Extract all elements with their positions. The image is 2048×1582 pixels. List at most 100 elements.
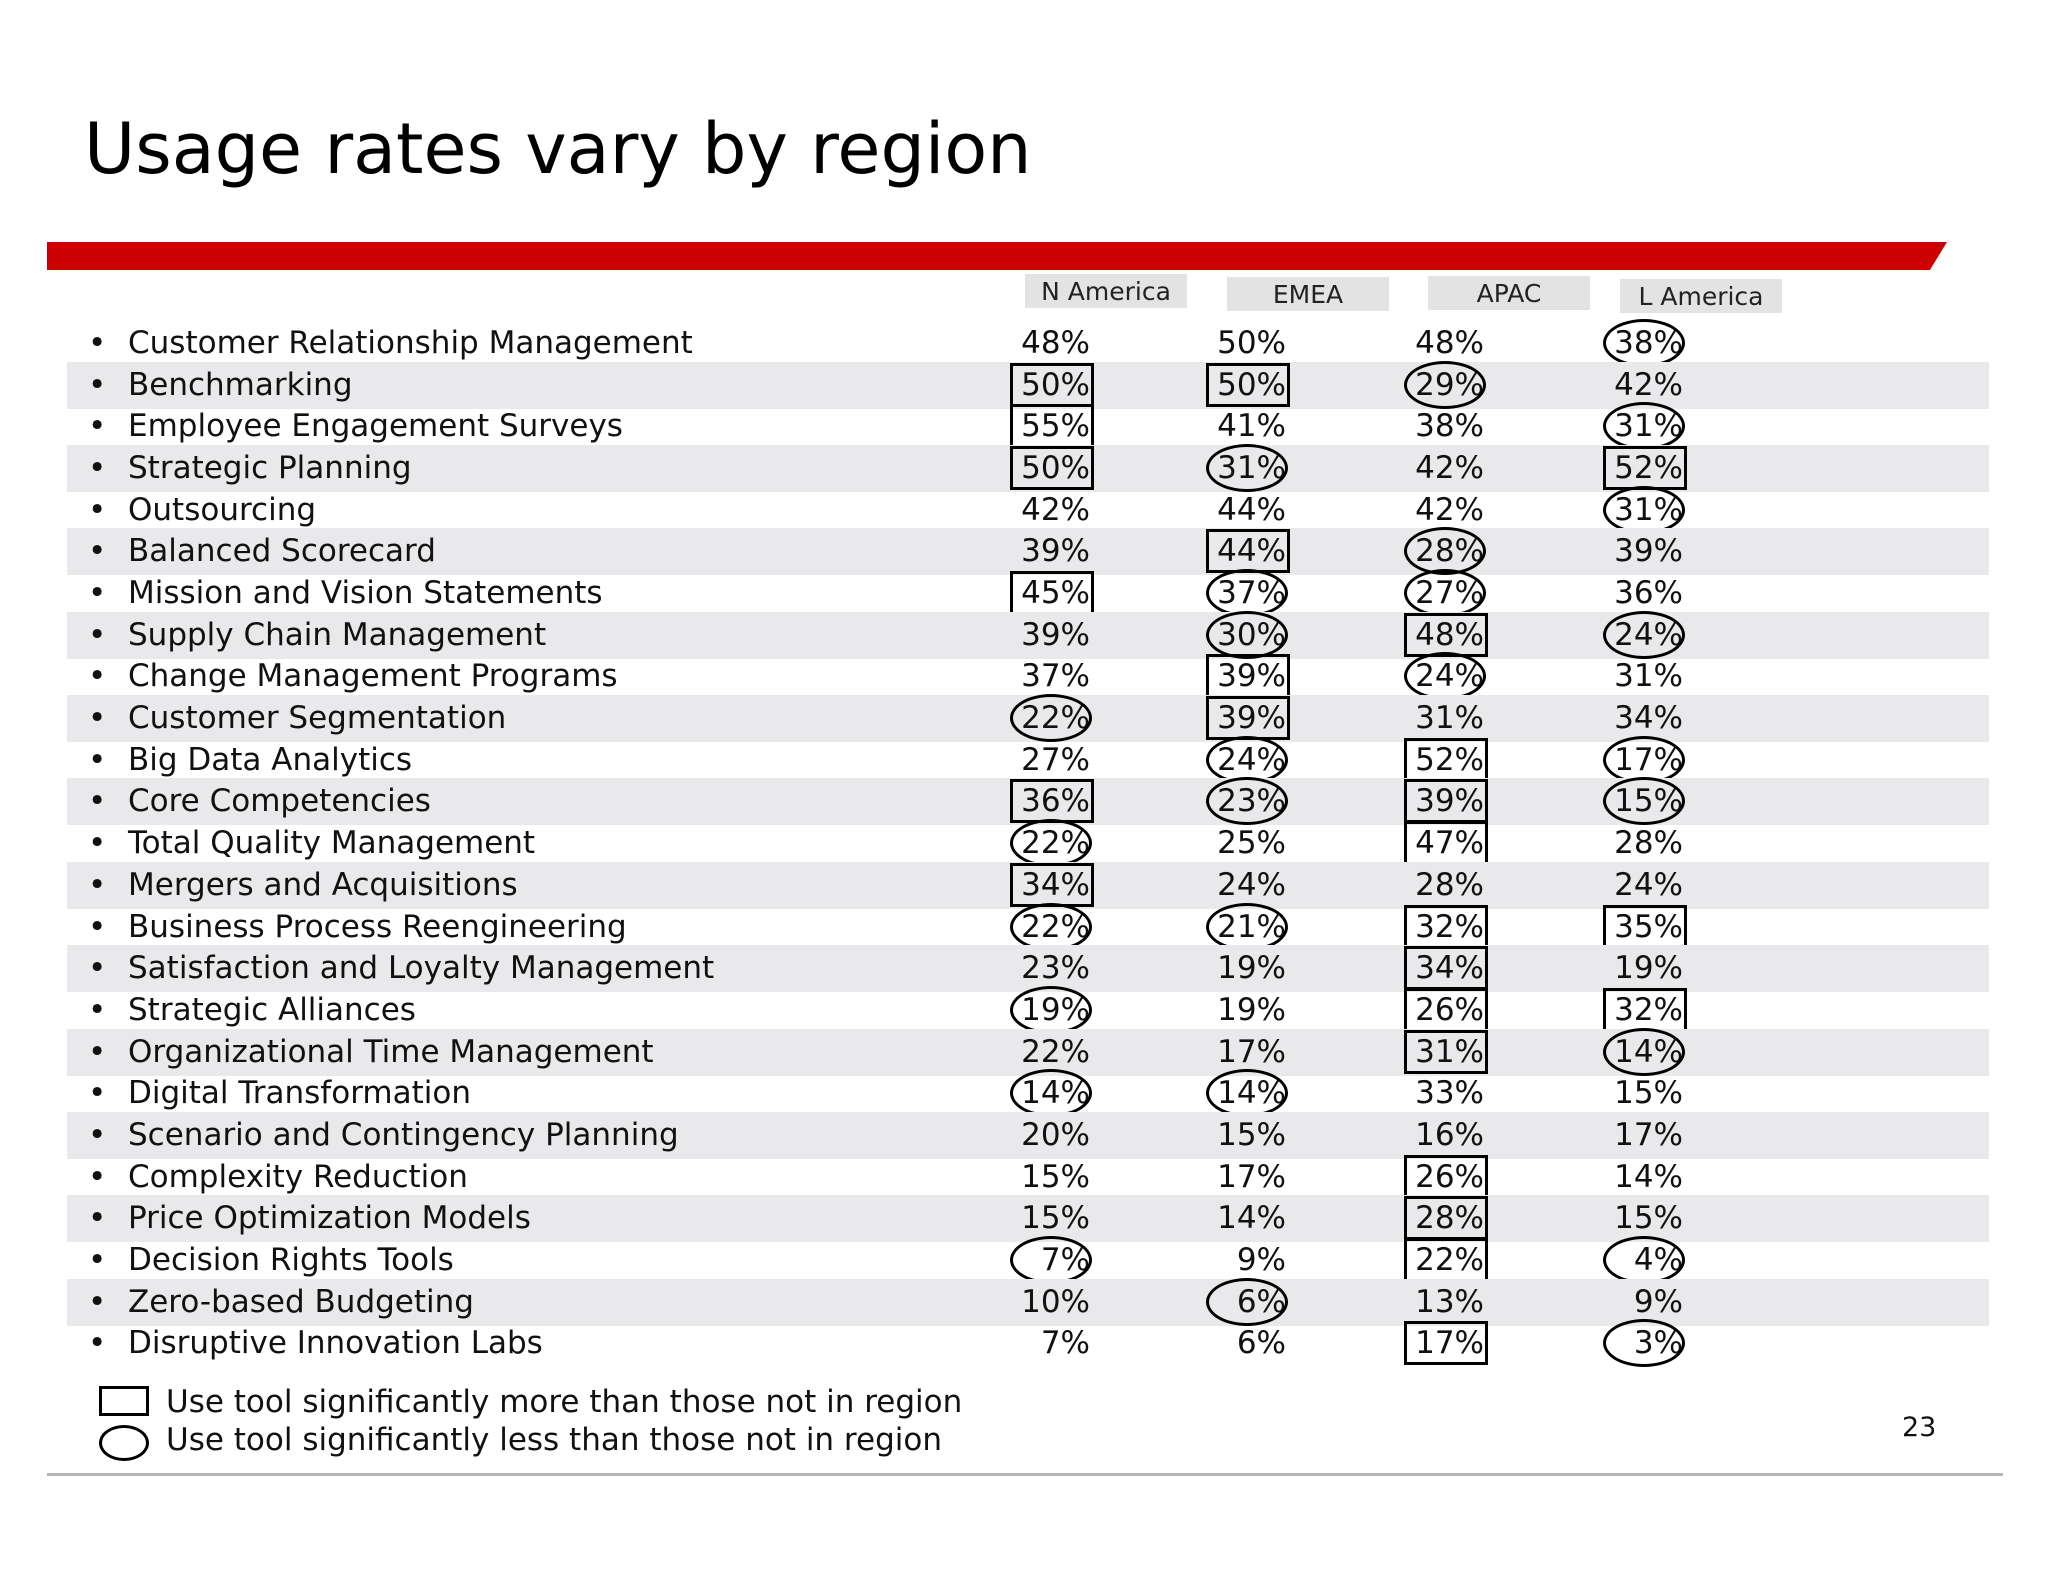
table-row-label: • Outsourcing [88,489,316,531]
table-cell: 17% [1217,1034,1286,1070]
table-cell: 31% [1415,700,1484,736]
bullet-icon: • [88,575,107,611]
bullet-icon: • [88,1200,107,1236]
bottom-divider [47,1473,2003,1476]
significance-box-icon [1404,779,1488,823]
legend-box-icon [99,1386,149,1416]
table-cell: 17% [1217,1159,1286,1195]
table-cell: 14% [1614,1159,1683,1195]
table-row-label: • Mergers and Acquisitions [88,864,518,906]
table-row-label: • Price Optimization Models [88,1197,531,1239]
column-header: EMEA [1227,277,1389,311]
table-row-label: • Decision Rights Tools [88,1239,454,1281]
row-band [67,1195,1989,1242]
table-cell: 17% [1415,1325,1484,1361]
table-row-label: • Core Competencies [88,780,431,822]
significance-box-icon [1404,946,1488,990]
table-row-label: • Satisfaction and Loyalty Management [88,947,714,989]
significance-oval-icon [1206,611,1288,659]
row-label-text: Benchmarking [128,367,353,403]
bullet-icon: • [88,1325,107,1361]
legend-box-text: Use tool significantly more than those n… [166,1384,963,1420]
row-label-text: Disruptive Innovation Labs [128,1325,543,1361]
significance-box-icon [1404,1030,1488,1074]
table-cell: 38% [1415,408,1484,444]
page-number: 23 [1902,1412,1937,1443]
row-label-text: Digital Transformation [128,1075,471,1111]
significance-box-icon [1404,821,1488,865]
bullet-icon: • [88,617,107,653]
table-cell: 39% [1415,783,1484,819]
row-label-text: Balanced Scorecard [128,533,436,569]
table-cell: 16% [1415,1117,1484,1153]
table-row-label: • Business Process Reengineering [88,906,627,948]
table-row-label: • Balanced Scorecard [88,530,436,572]
table-cell: 50% [1217,325,1286,361]
table-cell: 15% [1614,1075,1683,1111]
column-header: APAC [1428,276,1590,310]
significance-oval-icon [1206,903,1288,951]
significance-oval-icon [1603,777,1685,825]
significance-box-icon [1603,905,1687,949]
bullet-icon: • [88,658,107,694]
table-cell: 9% [1236,1242,1286,1278]
significance-box-icon [1404,905,1488,949]
table-cell: 42% [1614,367,1683,403]
table-cell: 10% [1021,1284,1090,1320]
table-cell: 9% [1633,1284,1683,1320]
bullet-icon: • [88,325,107,361]
significance-oval-icon [1010,903,1092,951]
table-cell: 50% [1021,450,1090,486]
bullet-icon: • [88,950,107,986]
row-band [67,1279,1989,1326]
significance-box-icon [1010,446,1094,490]
table-cell: 47% [1415,825,1484,861]
significance-box-icon [1404,988,1488,1032]
significance-oval-icon [1206,1069,1288,1117]
significance-oval-icon [1206,777,1288,825]
row-label-text: Supply Chain Management [128,617,547,653]
bullet-icon: • [88,408,107,444]
significance-box-icon [1603,988,1687,1032]
row-label-text: Scenario and Contingency Planning [128,1117,679,1153]
table-row-label: • Complexity Reduction [88,1156,468,1198]
table-cell: 39% [1217,700,1286,736]
significance-oval-icon [1603,486,1685,534]
bullet-icon: • [88,742,107,778]
table-cell: 24% [1614,867,1683,903]
significance-box-icon [1603,446,1687,490]
table-cell: 41% [1217,408,1286,444]
table-cell: 24% [1217,867,1286,903]
significance-box-icon [1404,1196,1488,1240]
row-label-text: Core Competencies [128,783,431,819]
table-cell: 48% [1021,325,1090,361]
table-cell: 15% [1021,1159,1090,1195]
table-cell: 34% [1021,867,1090,903]
table-cell: 22% [1415,1242,1484,1278]
table-cell: 55% [1021,408,1090,444]
significance-oval-icon [1010,1236,1092,1284]
significance-oval-icon [1010,819,1092,867]
bullet-icon: • [88,992,107,1028]
significance-box-icon [1206,363,1290,407]
table-cell: 48% [1415,325,1484,361]
bullet-icon: • [88,533,107,569]
bullet-icon: • [88,1034,107,1070]
bullet-icon: • [88,1242,107,1278]
table-row-label: • Customer Segmentation [88,697,506,739]
table-cell: 6% [1236,1325,1286,1361]
table-cell: 26% [1415,992,1484,1028]
row-band [67,862,1989,909]
bullet-icon: • [88,1284,107,1320]
significance-oval-icon [1404,652,1486,700]
significance-oval-icon [1206,1278,1288,1326]
table-row-label: • Organizational Time Management [88,1031,654,1073]
table-cell: 50% [1217,367,1286,403]
significance-oval-icon [1010,1069,1092,1117]
row-band [67,528,1989,575]
table-cell: 22% [1021,1034,1090,1070]
significance-box-icon [1404,738,1488,782]
bullet-icon: • [88,450,107,486]
table-cell: 28% [1415,867,1484,903]
bullet-icon: • [88,867,107,903]
